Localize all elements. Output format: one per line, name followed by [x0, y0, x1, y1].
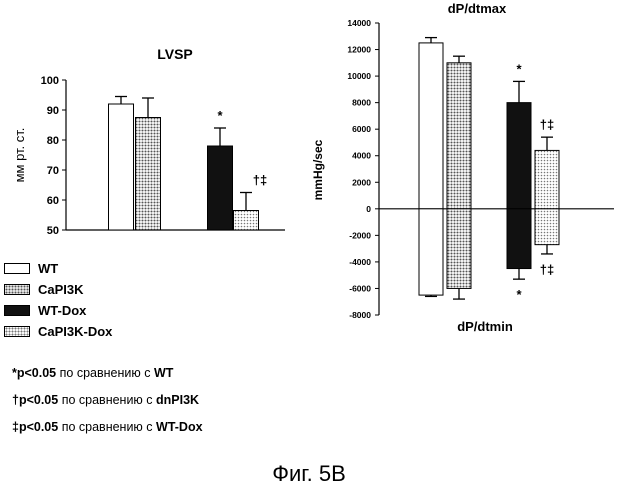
legend-label-capi3k-dox: CaPI3K-Dox — [38, 324, 112, 339]
bar-wt-dox-max — [507, 103, 531, 209]
y-tick-label: 80 — [47, 135, 59, 147]
y-tick-label: 0 — [366, 204, 371, 214]
y-tick-label: -2000 — [349, 230, 371, 240]
y-tick-label: -4000 — [349, 257, 371, 267]
y-tick-label: 14000 — [347, 18, 371, 28]
bar-capi3k-dox-max — [535, 150, 559, 208]
bar-wt-min — [419, 209, 443, 295]
legend-item-wt-dox: WT-Dox — [4, 300, 204, 321]
chart-title: dP/dtmax — [448, 1, 507, 16]
legend-swatch-capi3k-dox — [4, 326, 30, 337]
bar-wt-dox-min — [507, 209, 531, 269]
y-tick-label: 50 — [47, 225, 59, 237]
bar-capi3k-min — [447, 209, 471, 289]
legend-label-wt-dox: WT-Dox — [38, 303, 86, 318]
bar-wt — [109, 104, 134, 230]
y-tick-label: 2000 — [352, 177, 371, 187]
note-ref: WT — [154, 366, 173, 380]
lvsp-chart: 50 60 70 80 90 100 LVSP мм рт. ст. * †‡ — [12, 46, 285, 237]
note-ref: WT-Dox — [156, 420, 203, 434]
bar-wt-dox — [208, 146, 233, 230]
legend: WT CaPI3K WT-Dox CaPI3K-Dox — [4, 258, 204, 342]
note-wt: *p<0.05 по сравнению с WT — [12, 360, 342, 387]
legend-item-capi3k: CaPI3K — [4, 279, 204, 300]
note-text: по сравнению с — [62, 420, 153, 434]
significance-mark: †‡ — [540, 262, 554, 277]
legend-item-capi3k-dox: CaPI3K-Dox — [4, 321, 204, 342]
note-text: по сравнению с — [60, 366, 151, 380]
y-tick-label: -8000 — [349, 310, 371, 320]
legend-swatch-wt-dox — [4, 305, 30, 316]
bar-capi3k — [136, 118, 161, 231]
significance-mark: †‡ — [540, 117, 554, 132]
significance-mark: * — [516, 61, 522, 76]
significance-notes: *p<0.05 по сравнению с WT †p<0.05 по сра… — [12, 360, 342, 441]
y-tick-label: 100 — [41, 75, 59, 87]
legend-swatch-wt — [4, 263, 30, 274]
dpdt-chart: -8000 -6000 -4000 -2000 0 2000 4000 6000 8000 100… — [311, 1, 614, 334]
figure-caption: Фиг. 5В — [0, 461, 618, 487]
legend-swatch-capi3k — [4, 284, 30, 295]
bar-capi3k-dox-min — [535, 209, 559, 245]
note-mark: †p<0.05 — [12, 393, 58, 407]
significance-mark: * — [217, 108, 223, 123]
y-axis-label: мм рт. ст. — [12, 128, 27, 183]
y-tick-label: 12000 — [347, 45, 371, 55]
note-text: по сравнению с — [62, 393, 153, 407]
significance-mark: †‡ — [253, 173, 267, 188]
y-tick-label: 8000 — [352, 98, 371, 108]
note-wt-dox: ‡p<0.05 по сравнению с WT-Dox — [12, 414, 342, 441]
y-tick-label: -6000 — [349, 283, 371, 293]
legend-item-wt: WT — [4, 258, 204, 279]
chart-bottom-title: dP/dtmin — [457, 319, 513, 334]
y-tick-label: 6000 — [352, 124, 371, 134]
legend-label-wt: WT — [38, 261, 58, 276]
y-tick-label: 60 — [47, 195, 59, 207]
y-axis-label: mmHg/sec — [311, 139, 325, 200]
bar-wt-max — [419, 43, 443, 209]
significance-mark: * — [516, 287, 522, 302]
note-mark: ‡p<0.05 — [12, 420, 58, 434]
note-ref: dnPI3K — [156, 393, 199, 407]
y-tick-label: 70 — [47, 165, 59, 177]
chart-title: LVSP — [157, 46, 193, 62]
legend-label-capi3k: CaPI3K — [38, 282, 84, 297]
y-tick-label: 4000 — [352, 151, 371, 161]
bar-capi3k-dox — [234, 211, 259, 231]
note-mark: *p<0.05 — [12, 366, 56, 380]
bar-capi3k-max — [447, 63, 471, 209]
y-tick-label: 10000 — [347, 71, 371, 81]
y-tick-label: 90 — [47, 105, 59, 117]
note-dnpi3k: †p<0.05 по сравнению с dnPI3K — [12, 387, 342, 414]
